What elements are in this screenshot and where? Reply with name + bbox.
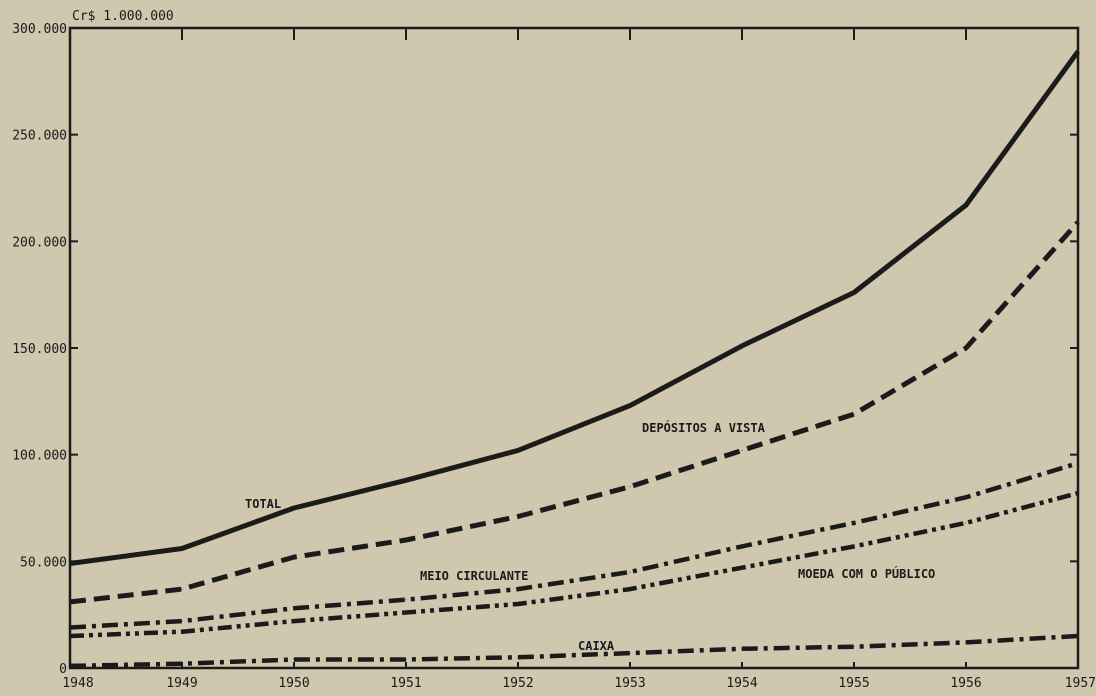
data-point bbox=[405, 479, 407, 481]
data-point bbox=[965, 522, 967, 524]
data-point bbox=[965, 347, 967, 349]
data-point bbox=[181, 620, 183, 622]
data-point bbox=[69, 626, 71, 628]
series-label-total: TOTAL bbox=[245, 497, 281, 511]
data-point bbox=[629, 571, 631, 573]
y-tick-label: 100.000 bbox=[12, 449, 67, 464]
y-tick-label: 150.000 bbox=[12, 342, 67, 357]
data-point bbox=[293, 507, 295, 509]
series-lines bbox=[69, 50, 1081, 669]
data-point bbox=[1077, 50, 1079, 52]
x-tick-label: 1950 bbox=[278, 676, 309, 691]
series-label-meio-circulante: MEIO CIRCULANTE bbox=[420, 569, 528, 583]
data-point bbox=[69, 665, 71, 667]
series-label-caixa: CAIXA bbox=[578, 639, 615, 653]
data-point bbox=[741, 449, 743, 451]
data-point bbox=[853, 522, 855, 524]
data-point bbox=[853, 413, 855, 415]
series-line-4 bbox=[69, 633, 1079, 669]
y-tick-label: 300.000 bbox=[12, 22, 67, 37]
data-point bbox=[405, 612, 407, 614]
data-point bbox=[741, 345, 743, 347]
x-tick-label: 1953 bbox=[614, 676, 645, 691]
x-tick-label: 1948 bbox=[62, 676, 93, 691]
x-tick-label: 1951 bbox=[390, 676, 421, 691]
data-point bbox=[405, 539, 407, 541]
data-point bbox=[181, 663, 183, 665]
x-tick-label: 1954 bbox=[726, 676, 757, 691]
data-point bbox=[1077, 635, 1079, 637]
data-point bbox=[629, 486, 631, 488]
data-point bbox=[517, 656, 519, 658]
data-point bbox=[1077, 221, 1079, 223]
data-point bbox=[517, 588, 519, 590]
data-point bbox=[853, 292, 855, 294]
x-tick-label: 1952 bbox=[502, 676, 533, 691]
x-tick-label: 1949 bbox=[166, 676, 197, 691]
data-point bbox=[405, 658, 407, 660]
series-label-moeda-com-o-publico: MOEDA COM O PÚBLICO bbox=[798, 566, 935, 581]
data-point bbox=[405, 599, 407, 601]
series-line-1 bbox=[69, 220, 1080, 605]
data-point bbox=[1077, 462, 1079, 464]
y-axis: 0 50.000 100.000 150.000 200.000 250.000 300.0… bbox=[12, 22, 1078, 677]
data-point bbox=[741, 545, 743, 547]
data-point bbox=[853, 545, 855, 547]
x-tick-label: 1956 bbox=[950, 676, 981, 691]
data-point bbox=[293, 607, 295, 609]
series-line-2 bbox=[69, 461, 1079, 630]
x-axis: 1948 1949 1950 1951 1952 1953 1954 1955 1956 1957 bbox=[62, 28, 1096, 691]
data-point bbox=[629, 588, 631, 590]
x-tick-label: 1957 bbox=[1065, 676, 1096, 691]
data-point bbox=[741, 567, 743, 569]
y-tick-label: 250.000 bbox=[12, 129, 67, 144]
data-point bbox=[629, 652, 631, 654]
data-point bbox=[517, 516, 519, 518]
data-point bbox=[517, 603, 519, 605]
series-label-depositos: DEPÓSITOS A VISTA bbox=[642, 420, 766, 435]
data-point bbox=[517, 449, 519, 451]
data-point bbox=[629, 405, 631, 407]
data-point bbox=[69, 562, 71, 564]
y-tick-label: 200.000 bbox=[12, 235, 67, 250]
y-tick-label: 50.000 bbox=[20, 555, 67, 570]
data-point bbox=[741, 648, 743, 650]
data-point bbox=[293, 556, 295, 558]
y-unit-label: Cr$ 1.000.000 bbox=[72, 9, 174, 24]
data-point bbox=[1077, 492, 1079, 494]
data-point bbox=[69, 601, 71, 603]
data-point bbox=[181, 548, 183, 550]
series-line-0 bbox=[69, 50, 1081, 566]
x-tick-label: 1955 bbox=[838, 676, 869, 691]
y-tick-label: 0 bbox=[59, 662, 67, 677]
data-point bbox=[965, 204, 967, 206]
data-point bbox=[181, 588, 183, 590]
data-point bbox=[69, 635, 71, 637]
data-point bbox=[853, 646, 855, 648]
data-point bbox=[965, 496, 967, 498]
data-point bbox=[181, 631, 183, 633]
data-point bbox=[293, 620, 295, 622]
series-line-3 bbox=[69, 490, 1079, 639]
data-point bbox=[293, 658, 295, 660]
data-point bbox=[965, 641, 967, 643]
